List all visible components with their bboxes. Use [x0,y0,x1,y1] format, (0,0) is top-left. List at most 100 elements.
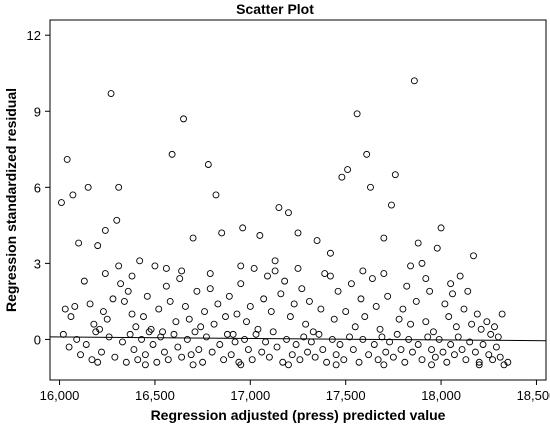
data-point [57,199,65,206]
data-point [443,358,451,366]
data-point [128,310,136,318]
data-point [315,330,323,338]
data-point [363,150,371,158]
data-point [181,303,189,310]
data-point [155,305,163,313]
data-point [357,295,365,303]
data-point [220,356,228,364]
data-point [464,287,472,295]
data-point [340,356,348,364]
data-point [134,356,142,364]
x-tick-label: 16,500 [135,388,175,403]
data-point [149,341,157,348]
data-point [304,348,311,356]
data-point [143,292,151,300]
data-point [101,270,109,277]
data-point [399,305,407,313]
data-point [246,303,254,310]
data-points [57,77,512,369]
data-point [355,358,363,366]
data-point [73,335,81,343]
data-point [208,348,216,356]
data-point [492,343,500,351]
x-axis-title: Regression adjusted (press) predicted va… [151,407,446,423]
data-point [141,351,149,359]
data-point [414,341,422,348]
data-point [115,262,123,270]
data-point [107,90,115,97]
data-point [286,313,294,321]
data-point [189,361,197,369]
data-point [80,277,88,285]
data-point [164,356,172,364]
data-point [294,265,302,272]
data-point [212,191,220,199]
data-point [86,300,94,308]
data-point [319,346,327,354]
fit-line [49,336,547,342]
data-point [353,110,361,118]
data-point [473,310,481,318]
data-point [462,356,470,364]
data-point [466,338,474,346]
data-point [332,361,340,369]
data-point [244,346,252,354]
data-point [210,320,218,328]
data-point [330,315,338,323]
data-point [468,320,476,328]
data-point [140,313,147,321]
data-point [130,346,138,354]
data-point [99,308,107,315]
data-point [361,313,369,321]
data-point [393,330,401,338]
data-point [456,272,464,280]
data-point [336,341,344,348]
data-point [258,348,266,356]
data-point [237,361,245,369]
data-point [498,310,506,318]
data-point [389,353,397,361]
data-point [101,226,109,234]
data-point [119,338,126,346]
data-point [183,335,191,343]
data-point [349,346,357,354]
data-point [380,234,388,242]
data-point [243,318,250,326]
data-point [445,313,453,321]
y-tick-label: 9 [34,104,41,119]
data-point [496,353,504,361]
data-point [151,262,159,270]
data-point [395,315,403,323]
data-point [172,318,180,326]
data-point [185,315,193,323]
data-point [359,267,367,275]
x-tick-label: 17,500 [326,388,366,403]
data-point [309,328,317,336]
data-point [109,295,117,303]
data-point [128,272,136,280]
data-point [153,358,161,366]
data-point [222,313,229,321]
data-point [433,244,441,252]
data-point [296,356,304,364]
data-point [414,239,422,247]
data-point [403,282,411,290]
data-point [311,353,319,361]
data-point [77,351,84,359]
data-point [115,183,123,191]
data-point [300,333,308,341]
data-point [372,303,380,310]
data-point [271,257,279,265]
x-tick-label: 18,500 [517,388,550,403]
plot-frame [49,19,547,381]
data-point [264,272,271,280]
data-point [388,201,395,209]
data-point [88,356,96,364]
data-point [145,328,153,336]
data-point [69,191,77,199]
data-point [168,150,176,158]
data-point [342,308,350,315]
data-point [233,310,241,318]
data-point [382,348,390,356]
data-point [302,320,310,328]
